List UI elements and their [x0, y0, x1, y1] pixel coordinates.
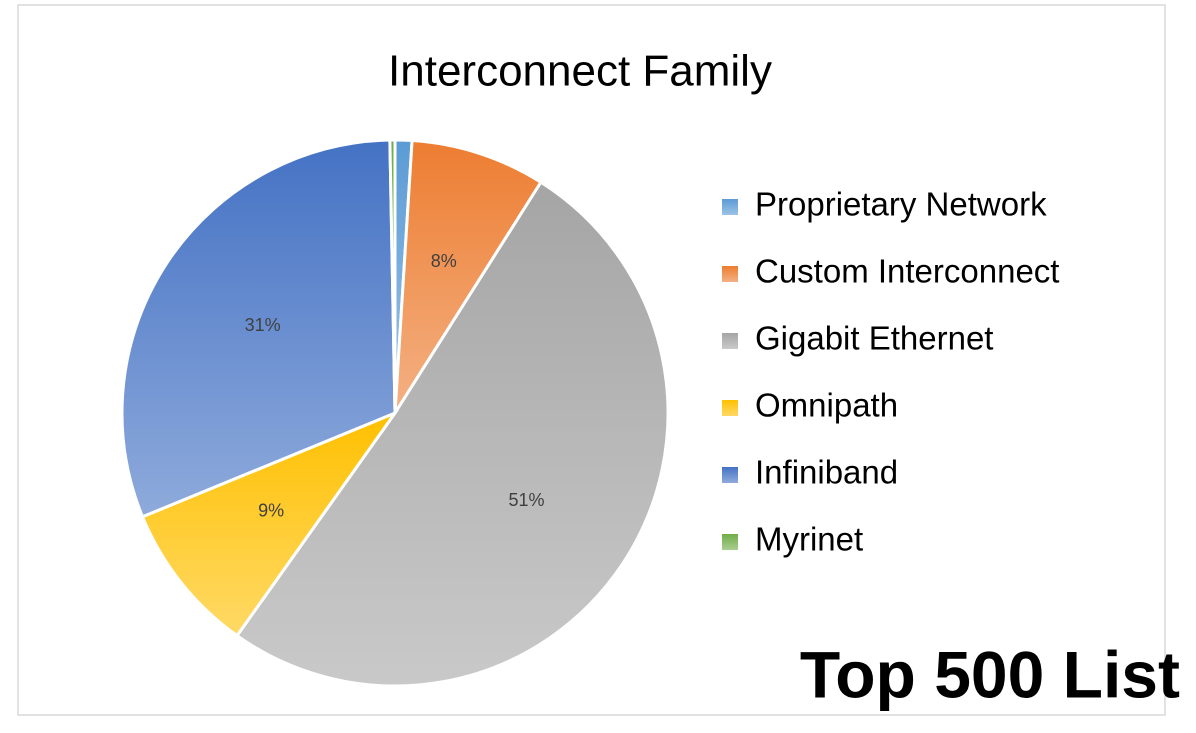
data-labels: 8% 51% 9% 31% [245, 251, 545, 520]
chart-title: Interconnect Family [388, 47, 772, 96]
legend-swatch [722, 534, 738, 550]
legend-label: Proprietary Network [755, 186, 1047, 223]
legend-label: Custom Interconnect [755, 253, 1059, 290]
legend-label: Omnipath [755, 387, 898, 424]
annotation: Top 500 List [800, 637, 1180, 711]
pie-slice [140, 409, 400, 638]
legend-swatch [722, 266, 738, 282]
pie-slice [234, 180, 670, 688]
data-label: 31% [245, 315, 281, 335]
data-label: 8% [431, 251, 457, 271]
legend-swatch [722, 400, 738, 416]
data-label: 9% [258, 500, 284, 520]
data-label: 51% [509, 490, 545, 510]
legend-swatch [722, 199, 738, 215]
legend-label: Gigabit Ethernet [755, 320, 993, 357]
legend: Proprietary Network Custom Interconnect Gi… [722, 186, 1059, 558]
legend-label: Infiniband [755, 454, 898, 491]
pie-slice [120, 138, 397, 519]
pie [120, 138, 670, 688]
legend-swatch [722, 333, 738, 349]
pie-slice [388, 138, 397, 414]
pie-slice [393, 138, 543, 414]
legend-label: Myrinet [755, 521, 863, 558]
legend-swatch [722, 467, 738, 483]
